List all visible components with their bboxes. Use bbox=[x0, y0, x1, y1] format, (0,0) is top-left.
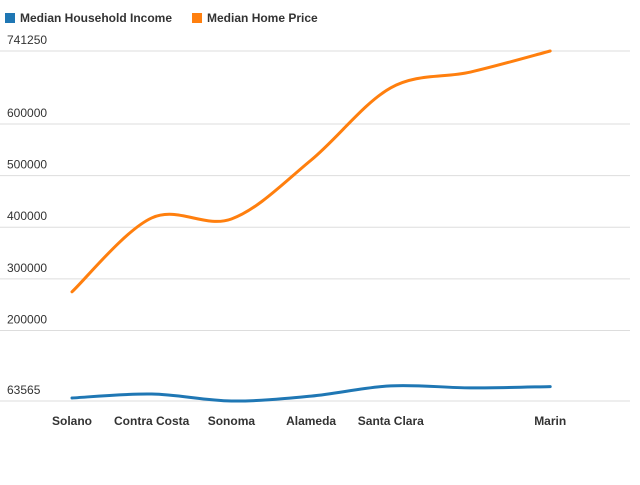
x-tick-label: Santa Clara bbox=[358, 414, 424, 428]
legend-label: Median Household Income bbox=[20, 11, 172, 25]
y-tick-label: 300000 bbox=[7, 261, 47, 275]
x-tick-label: Marin bbox=[534, 414, 566, 428]
series-line bbox=[70, 49, 552, 294]
y-tick-label: 600000 bbox=[7, 106, 47, 120]
legend-swatch bbox=[192, 13, 203, 23]
series-line bbox=[70, 384, 552, 403]
y-tick-label: 500000 bbox=[7, 158, 47, 172]
legend: Median Household Income Median Home Price bbox=[5, 11, 318, 25]
x-tick-label: Contra Costa bbox=[114, 414, 190, 428]
legend-swatch bbox=[5, 13, 15, 23]
x-tick-label: Sonoma bbox=[208, 414, 256, 428]
y-tick-label: 200000 bbox=[7, 313, 47, 327]
y-tick-label: 741250 bbox=[7, 33, 47, 47]
y-tick-label: 63565 bbox=[7, 383, 41, 397]
y-tick-label: 400000 bbox=[7, 209, 47, 223]
legend-label: Median Home Price bbox=[207, 11, 318, 25]
x-tick-label: Alameda bbox=[286, 414, 336, 428]
x-tick-label: Solano bbox=[52, 414, 92, 428]
